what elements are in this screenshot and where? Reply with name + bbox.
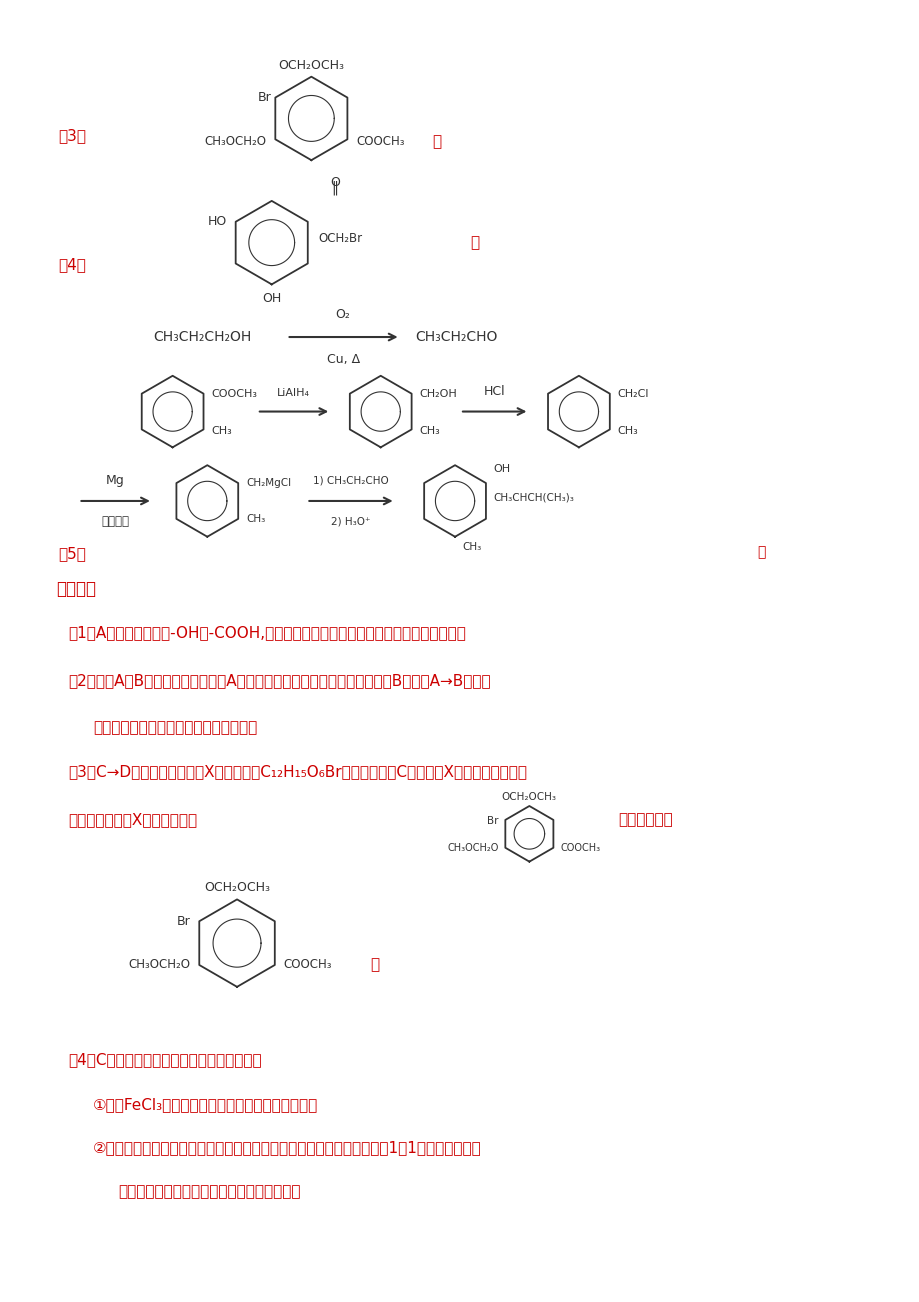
Text: 氢原子且两种氢原子个数相等，且含有酵基，: 氢原子且两种氢原子个数相等，且含有酵基， (118, 1185, 301, 1199)
Text: Mg: Mg (106, 474, 124, 487)
Text: LiAlH₄: LiAlH₄ (277, 388, 310, 397)
Text: Br: Br (176, 915, 190, 928)
Text: CH₂Cl: CH₂Cl (617, 389, 648, 398)
Text: Br: Br (258, 91, 272, 104)
Text: COOCH₃: COOCH₃ (356, 135, 404, 148)
Text: ，故答案为：: ，故答案为： (618, 812, 673, 827)
Text: ；: ； (432, 134, 441, 148)
Text: OH: OH (262, 293, 281, 305)
Text: OCH₂Br: OCH₂Br (318, 232, 362, 245)
Text: O: O (330, 176, 340, 189)
Text: ①能与FeCl₃溶液发生显色反应，说明含有酚羟基；: ①能与FeCl₃溶液发生显色反应，说明含有酚羟基； (93, 1098, 318, 1112)
Text: OCH₂OCH₃: OCH₂OCH₃ (278, 59, 344, 72)
Text: CH₃CHCH(CH₃)₃: CH₃CHCH(CH₃)₃ (494, 492, 574, 503)
Text: CH₂MgCl: CH₂MgCl (245, 478, 290, 488)
Text: COOCH₃: COOCH₃ (283, 958, 332, 971)
Text: Cu, Δ: Cu, Δ (326, 353, 359, 366)
Text: HCl: HCl (483, 384, 505, 397)
Text: CH₃OCH₂O: CH₃OCH₂O (205, 135, 267, 148)
Text: O₂: O₂ (335, 309, 350, 322)
Text: （2）对比A和B的结构简式，可发现A中缧基上的羟基被氯原子代替而生成了B，因此A→B的反应: （2）对比A和B的结构简式，可发现A中缧基上的羟基被氯原子代替而生成了B，因此A… (69, 673, 491, 687)
Text: CH₃: CH₃ (245, 514, 265, 523)
Text: 1) CH₃CH₂CHO: 1) CH₃CH₂CHO (312, 475, 389, 486)
Text: 。: 。 (756, 546, 765, 560)
Text: OCH₂OCH₃: OCH₂OCH₃ (204, 881, 270, 894)
Text: ‖: ‖ (332, 181, 338, 195)
Text: CH₃: CH₃ (617, 426, 638, 436)
Text: （4）C的一种同分异构体同时满足下列条件，: （4）C的一种同分异构体同时满足下列条件， (69, 1052, 262, 1068)
Text: ；: ； (369, 957, 379, 973)
Text: CH₃OCH₂O: CH₃OCH₂O (447, 842, 498, 853)
Text: OCH₂OCH₃: OCH₂OCH₃ (502, 792, 556, 802)
Text: CH₃: CH₃ (419, 426, 439, 436)
Text: Br: Br (487, 816, 498, 827)
Text: ；: ； (470, 236, 479, 250)
Text: 《解析》: 《解析》 (56, 581, 96, 599)
Text: CH₃CH₂CH₂OH: CH₃CH₂CH₂OH (153, 329, 251, 344)
Text: CH₂OH: CH₂OH (419, 389, 457, 398)
Text: 生取代反应，则X的结构简式：: 生取代反应，则X的结构简式： (69, 812, 198, 827)
Text: HO: HO (208, 215, 227, 228)
Text: （1）A中含氧官能团为-OH和-COOH,其名称为酚羟基、缧基，故答案为：羟基；缧基；: （1）A中含氧官能团为-OH和-COOH,其名称为酚羟基、缧基，故答案为：羟基；… (69, 625, 466, 641)
Text: CH₃CH₂CHO: CH₃CH₂CHO (415, 329, 497, 344)
Text: （3）C→D的反应中有副产物X（分子式为C₁₂H₁₅O₆Br）生成，根据C原子知，X中两个酚羟基都发: （3）C→D的反应中有副产物X（分子式为C₁₂H₁₅O₆Br）生成，根据C原子知… (69, 764, 527, 780)
Text: COOCH₃: COOCH₃ (211, 389, 257, 398)
Text: CH₃: CH₃ (461, 542, 481, 552)
Text: （4）: （4） (59, 258, 86, 272)
Text: 2) H₃O⁺: 2) H₃O⁺ (331, 517, 370, 527)
Text: OH: OH (494, 464, 510, 474)
Text: （5）: （5） (59, 546, 86, 561)
Text: CH₃OCH₂O: CH₃OCH₂O (129, 958, 190, 971)
Text: ②碱性水解后酸化，含苯环的产物分子中不同化学环境的氢原子数目比为1：1，说明只有两种: ②碱性水解后酸化，含苯环的产物分子中不同化学环境的氢原子数目比为1：1，说明只有… (93, 1139, 482, 1155)
Text: 无水乙醉: 无水乙醉 (101, 514, 129, 527)
Text: 类型为取代反应，故答案为：取代反应；: 类型为取代反应，故答案为：取代反应； (93, 720, 257, 736)
Text: （3）: （3） (59, 129, 86, 143)
Text: CH₃: CH₃ (211, 426, 232, 436)
Text: COOCH₃: COOCH₃ (560, 842, 599, 853)
